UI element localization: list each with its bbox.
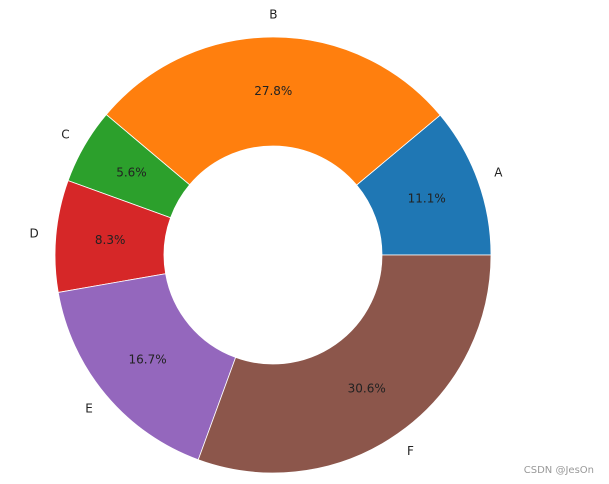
value-label: 5.6%	[116, 166, 147, 180]
slice-label: F	[407, 444, 414, 458]
slice-label: C	[61, 127, 69, 141]
pie-slice	[197, 254, 492, 474]
value-label: 30.6%	[348, 381, 386, 395]
slice-label: B	[269, 8, 277, 22]
value-label: 16.7%	[129, 352, 167, 366]
value-label: 8.3%	[95, 233, 126, 247]
slice-label: A	[494, 166, 503, 180]
slice-label: E	[85, 401, 93, 415]
pie-slice	[105, 36, 441, 186]
value-label: 27.8%	[254, 84, 292, 98]
slice-label: D	[30, 226, 39, 240]
value-label: 11.1%	[408, 192, 446, 206]
pie-slice	[57, 273, 237, 461]
watermark: CSDN @JesOn	[524, 465, 594, 476]
